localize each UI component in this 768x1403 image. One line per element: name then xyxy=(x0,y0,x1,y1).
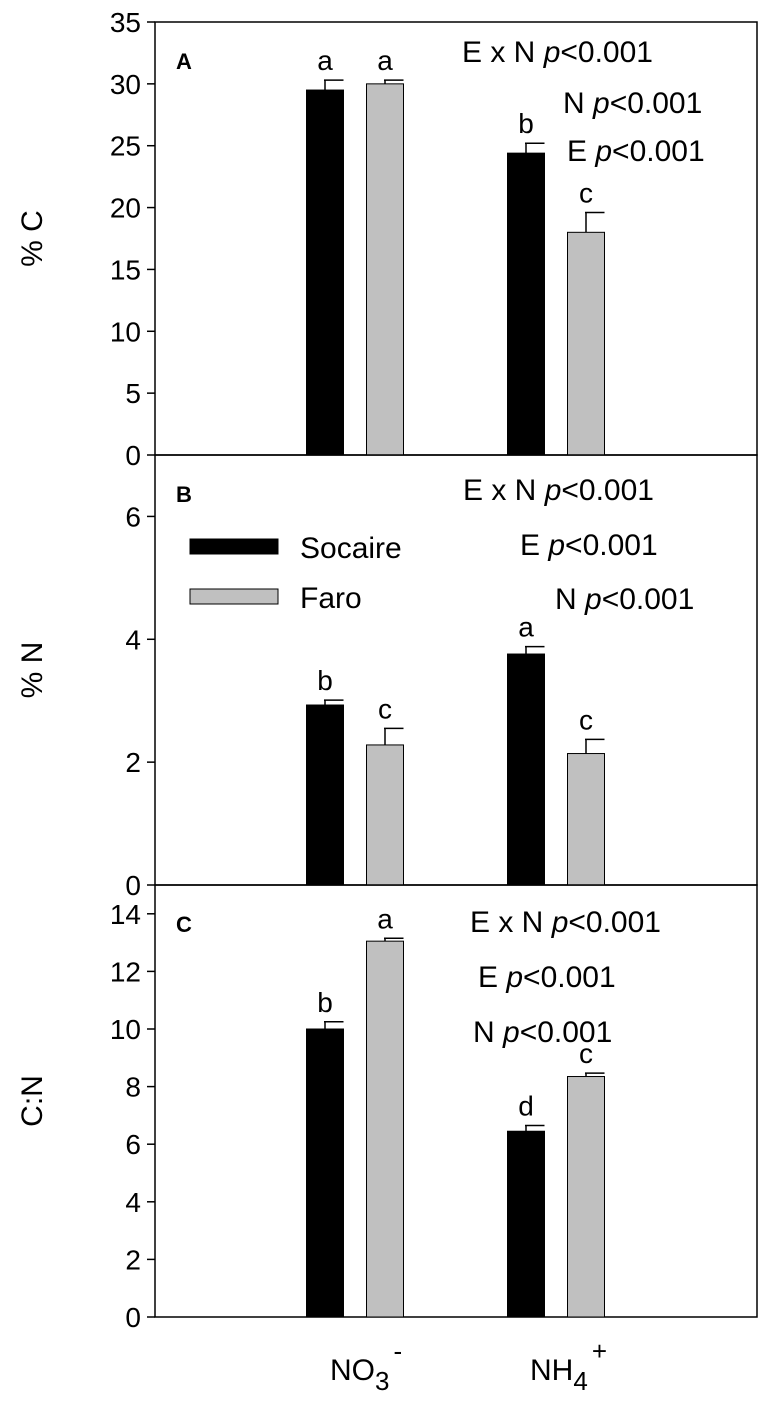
stat-annotation: E p<0.001 xyxy=(520,529,658,562)
y-tick-label: 12 xyxy=(110,956,141,987)
panel-c: 0 2 4 6 8 10 12 14 C:N Cb d a c E x N p<0.001 E p<0.00… xyxy=(16,884,758,1333)
significance-letter: a xyxy=(317,45,333,76)
y-tick-label: 6 xyxy=(125,1129,141,1160)
y-tick-label: 10 xyxy=(110,316,141,347)
significance-letter: c xyxy=(579,704,593,735)
bar-faro xyxy=(567,231,605,456)
legend-swatch xyxy=(189,538,279,555)
panel-a: 0 5 10 15 20 25 30 35 % C A a b a c E x N p<0.001 N p<0… xyxy=(16,7,758,471)
y-axis-label: % N xyxy=(16,642,49,699)
stat-annotation: N p<0.001 xyxy=(555,583,694,616)
y-tick-label: 2 xyxy=(125,1244,141,1275)
legend-label: Socaire xyxy=(300,532,402,565)
significance-letter: b xyxy=(317,987,333,1018)
stat-annotation: E x N p<0.001 xyxy=(462,36,653,69)
significance-letter: b xyxy=(317,665,333,696)
legend-swatch xyxy=(189,588,279,605)
significance-letter: c xyxy=(378,693,392,724)
stat-annotation: E p<0.001 xyxy=(567,135,705,168)
y-tick-label: 5 xyxy=(125,378,141,409)
bar-faro xyxy=(567,753,605,886)
stat-annotation: N p<0.001 xyxy=(563,87,702,120)
y-tick-label: 35 xyxy=(110,7,141,38)
stat-annotation: E p<0.001 xyxy=(478,961,616,994)
y-tick-label: 6 xyxy=(125,501,141,532)
bar-socaire xyxy=(507,1130,545,1318)
y-tick-label: 25 xyxy=(110,131,141,162)
y-tick-label: 4 xyxy=(125,1187,141,1218)
bar-faro xyxy=(366,83,404,456)
panel-label: C xyxy=(176,912,192,937)
panel-label: B xyxy=(176,482,192,507)
y-tick-label: 2 xyxy=(125,747,141,778)
significance-letter: d xyxy=(518,1090,534,1121)
stat-annotation: E x N p<0.001 xyxy=(470,906,661,939)
significance-letter: a xyxy=(518,612,534,643)
bar-socaire xyxy=(306,89,344,456)
bar-faro xyxy=(366,744,404,886)
y-axis-label: % C xyxy=(16,210,49,267)
x-axis-labels: NO3- NH4+ xyxy=(330,1336,607,1396)
bar-faro xyxy=(567,1076,605,1318)
y-tick-label: 8 xyxy=(125,1072,141,1103)
y-tick-label: 0 xyxy=(125,1302,141,1333)
significance-letter: c xyxy=(579,178,593,209)
x-category-label: NO3- xyxy=(330,1336,402,1396)
y-tick-label: 10 xyxy=(110,1014,141,1045)
legend: Socaire Faro xyxy=(189,532,402,615)
significance-letter: c xyxy=(579,1038,593,1069)
y-tick-label: 4 xyxy=(125,624,141,655)
y-tick-label: 20 xyxy=(110,193,141,224)
significance-letter: a xyxy=(377,45,393,76)
y-tick-label: 0 xyxy=(125,870,141,901)
legend-label: Faro xyxy=(300,582,362,615)
y-tick-label: 15 xyxy=(110,254,141,285)
bar-socaire xyxy=(507,653,545,886)
y-tick-label: 14 xyxy=(110,899,141,930)
bar-faro xyxy=(366,940,404,1318)
y-tick-label: 30 xyxy=(110,69,141,100)
y-axis-label: C:N xyxy=(16,1075,49,1127)
significance-letter: b xyxy=(518,108,534,139)
panel-label: A xyxy=(176,49,192,74)
bar-socaire xyxy=(507,152,545,456)
x-category-label: NH4+ xyxy=(530,1336,607,1396)
plot-frame xyxy=(154,884,758,1318)
plot-frame xyxy=(154,454,758,886)
stat-annotation: N p<0.001 xyxy=(473,1016,612,1049)
y-tick-label: 0 xyxy=(125,440,141,471)
significance-letter: a xyxy=(377,903,393,934)
bar-socaire xyxy=(306,704,344,886)
bar-socaire xyxy=(306,1028,344,1318)
panel-b: 0 2 4 6 % N Bb a c c E x N p<0.001 E p<0.001 N p<0.… xyxy=(16,454,758,901)
stat-annotation: E x N p<0.001 xyxy=(463,474,654,507)
